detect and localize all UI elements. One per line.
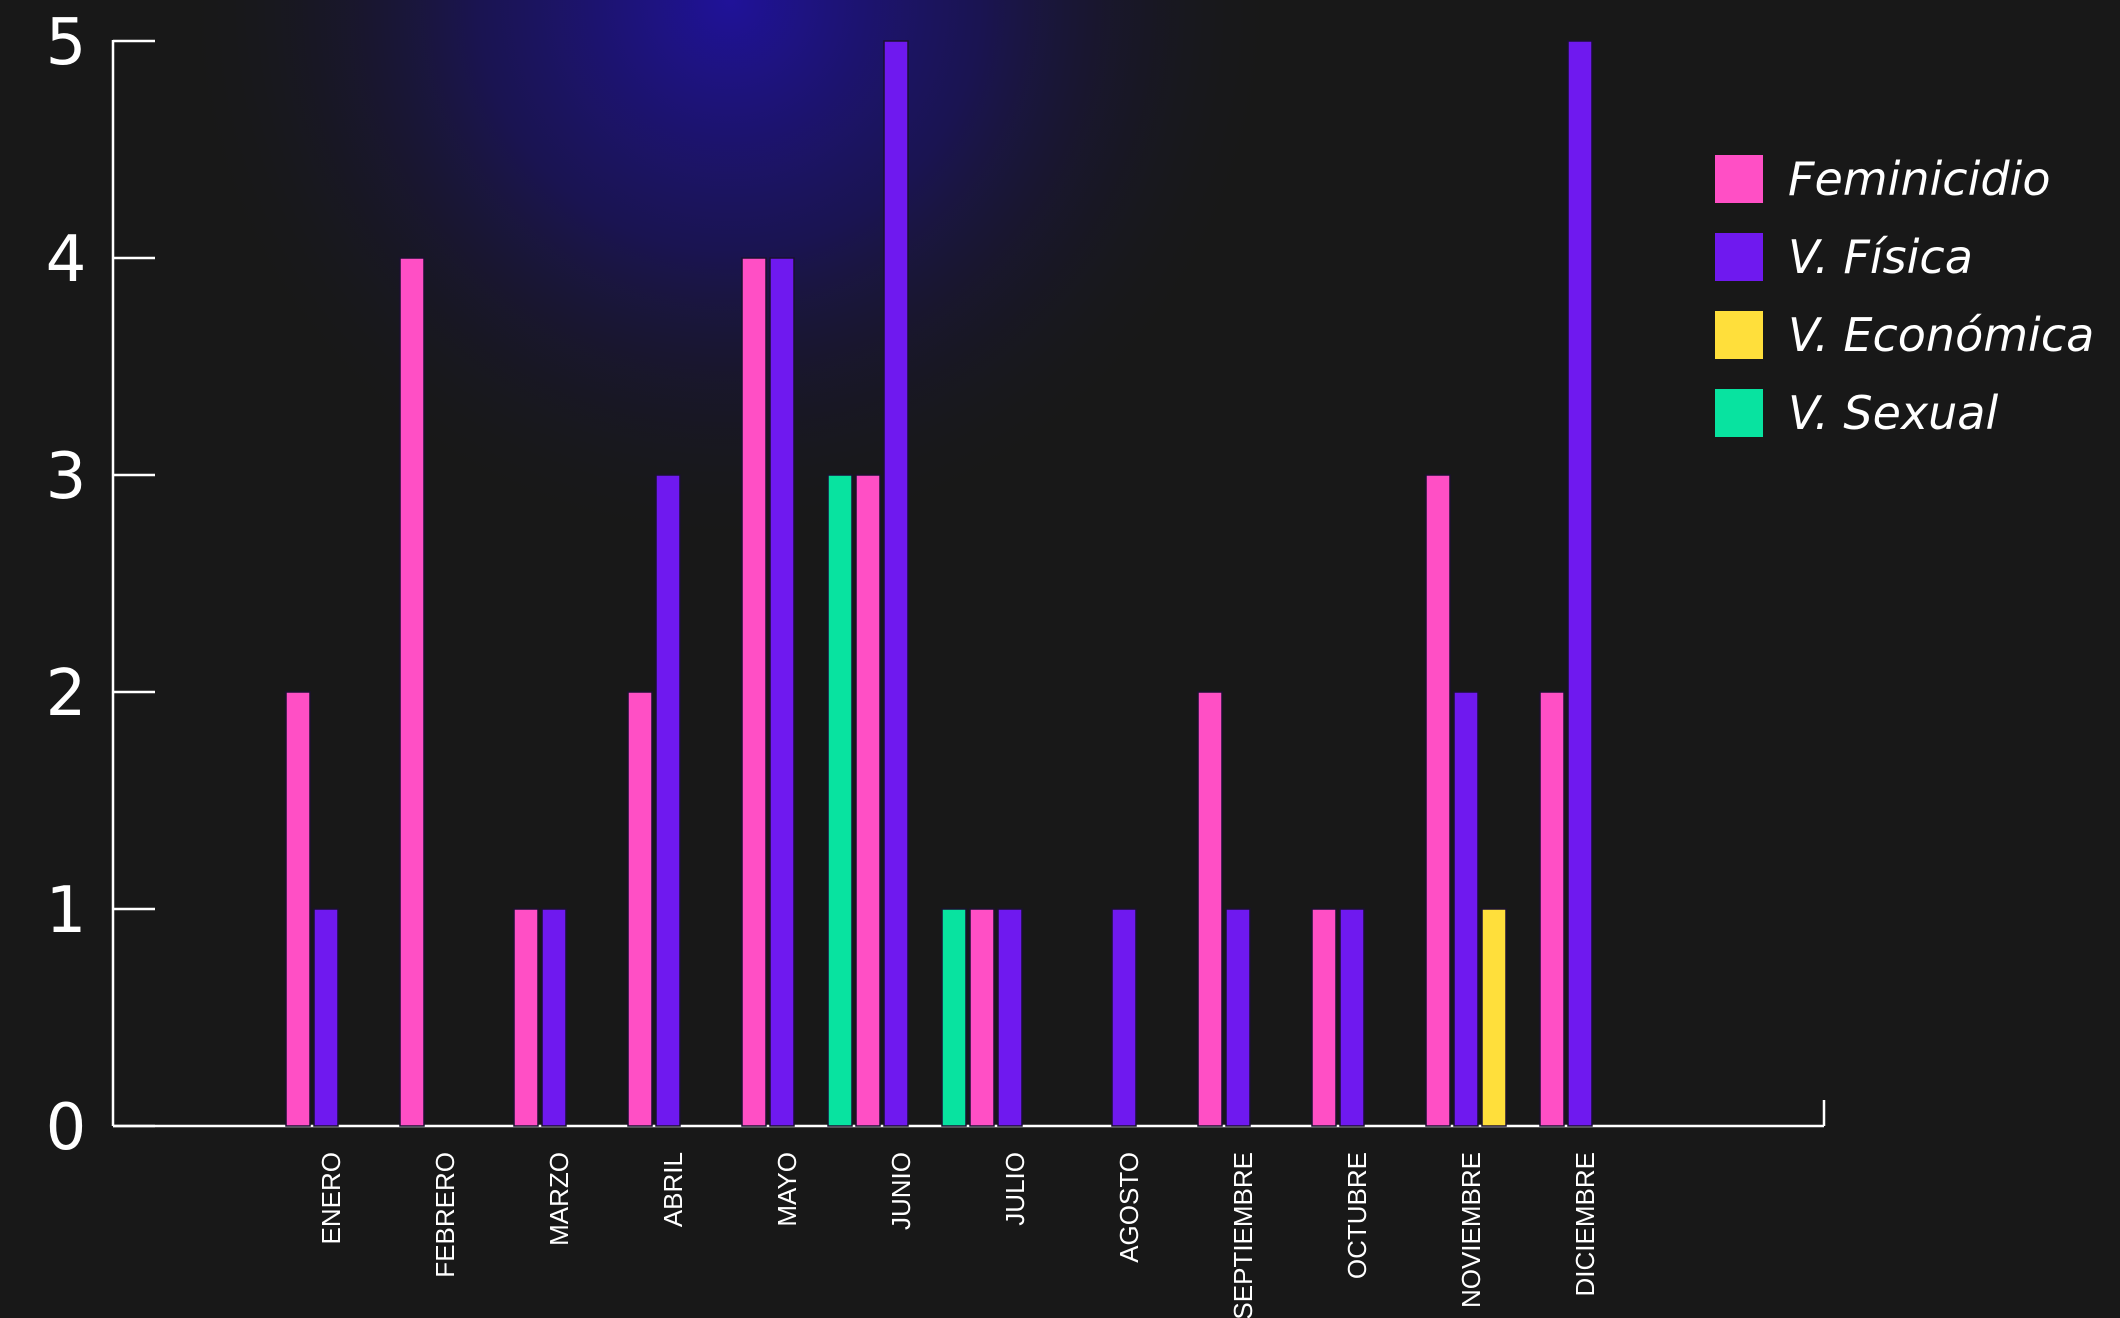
- bar-feminicidio-diciembre: [1539, 691, 1565, 1127]
- x-tick-label-noviembre: NOVIEMBRE: [1456, 1152, 1486, 1308]
- y-tick-label: 4: [46, 223, 87, 297]
- x-tick-label-junio: JUNIO: [886, 1152, 916, 1230]
- bar-feminicidio-abril: [627, 691, 653, 1127]
- bar-feminicidio-febrero: [399, 257, 425, 1127]
- bar-v-f-sica-junio: [883, 40, 909, 1127]
- bar-v-f-sica-agosto: [1111, 908, 1137, 1127]
- bar-v-f-sica-julio: [997, 908, 1023, 1127]
- legend-label: V. Sexual: [1788, 386, 1998, 440]
- bar-v-f-sica-octubre: [1339, 908, 1365, 1127]
- legend-swatch: [1715, 311, 1763, 359]
- bar-v-econ-mica-noviembre: [1481, 908, 1507, 1127]
- legend-swatch: [1715, 233, 1763, 281]
- bar-v-f-sica-noviembre: [1453, 691, 1479, 1127]
- bar-v-f-sica-diciembre: [1567, 40, 1593, 1127]
- y-tick-labels: 0 1 2 3 4 5: [46, 6, 155, 1165]
- legend-label: Feminicidio: [1788, 152, 2050, 206]
- x-tick-label-febrero: FEBRERO: [430, 1152, 460, 1278]
- y-tick-label: 1: [46, 874, 87, 948]
- legend: Feminicidio V. Física V. Económica V. Sexua…: [1715, 152, 2094, 440]
- bar-feminicidio-septiembre: [1197, 691, 1223, 1127]
- legend-label: V. Económica: [1788, 308, 2094, 362]
- bars: [285, 40, 1593, 1127]
- x-tick-label-septiembre: SEPTIEMBRE: [1228, 1152, 1258, 1318]
- bar-feminicidio-junio: [855, 474, 881, 1127]
- x-tick-label-marzo: MARZO: [544, 1152, 574, 1246]
- bar-feminicidio-julio: [969, 908, 995, 1127]
- bar-v-sexual-junio: [827, 474, 853, 1127]
- x-tick-label-enero: ENERO: [316, 1152, 346, 1244]
- legend-swatch: [1715, 389, 1763, 437]
- axes: [111, 40, 1826, 1128]
- bar-feminicidio-mayo: [741, 257, 767, 1127]
- bar-feminicidio-marzo: [513, 908, 539, 1127]
- y-tick-label: 2: [46, 657, 87, 731]
- x-tick-label-abril: ABRIL: [658, 1152, 688, 1227]
- y-tick-label: 0: [46, 1091, 87, 1165]
- y-tick-label: 5: [46, 6, 87, 80]
- bar-v-f-sica-abril: [655, 474, 681, 1127]
- x-tick-label-agosto: AGOSTO: [1114, 1152, 1144, 1263]
- bar-v-sexual-julio: [941, 908, 967, 1127]
- bar-v-f-sica-mayo: [769, 257, 795, 1127]
- x-tick-labels: ENERO FEBRERO MARZO ABRIL MAYO JUNIO JULIO AGOS…: [316, 1152, 1600, 1318]
- bar-feminicidio-noviembre: [1425, 474, 1451, 1127]
- bar-v-f-sica-marzo: [541, 908, 567, 1127]
- legend-label: V. Física: [1788, 230, 1973, 284]
- bar-feminicidio-enero: [285, 691, 311, 1127]
- x-tick-label-julio: JULIO: [1000, 1152, 1030, 1226]
- x-tick-label-diciembre: DICIEMBRE: [1570, 1152, 1600, 1296]
- bar-v-f-sica-septiembre: [1225, 908, 1251, 1127]
- y-tick-label: 3: [46, 440, 87, 514]
- x-tick-label-mayo: MAYO: [772, 1152, 802, 1227]
- x-tick-label-octubre: OCTUBRE: [1342, 1152, 1372, 1279]
- legend-swatch: [1715, 155, 1763, 203]
- bar-v-f-sica-enero: [313, 908, 339, 1127]
- bar-feminicidio-octubre: [1311, 908, 1337, 1127]
